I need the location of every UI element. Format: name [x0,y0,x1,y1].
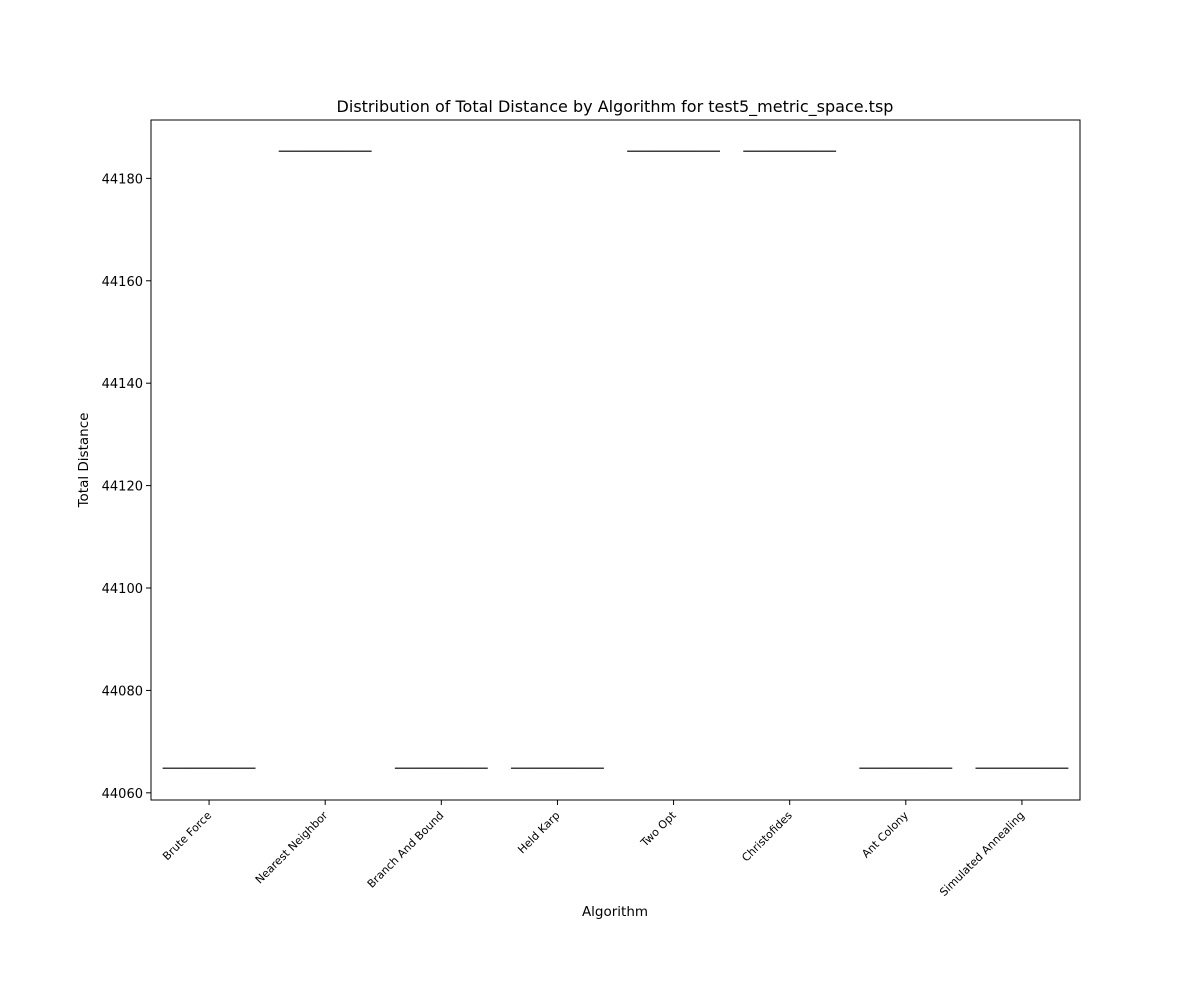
x-tick-label: Brute Force [160,809,214,863]
x-tick-label: Ant Colony [859,809,911,861]
x-tick-label: Simulated Annealing [937,809,1027,899]
plot-frame [150,119,1081,801]
x-tick-label: Held Karp [515,809,562,856]
y-tick-label: 44120 [102,480,143,495]
x-tick-label: Christofides [739,809,795,865]
y-tick-label: 44140 [102,377,143,392]
chart-title: Distribution of Total Distance by Algori… [337,97,894,117]
y-axis-label: Total Distance [76,413,92,509]
y-tick-label: 44180 [102,172,143,187]
y-tick-label: 44080 [102,684,143,699]
x-axis-label: Algorithm [582,904,648,920]
x-tick-label: Two Opt [638,808,680,850]
y-tick-label: 44100 [102,582,143,597]
x-tick-label: Branch And Bound [365,809,447,891]
y-tick-label: 44060 [102,787,143,802]
x-tick-label: Nearest Neighbor [253,809,331,887]
y-tick-label: 44160 [102,275,143,290]
